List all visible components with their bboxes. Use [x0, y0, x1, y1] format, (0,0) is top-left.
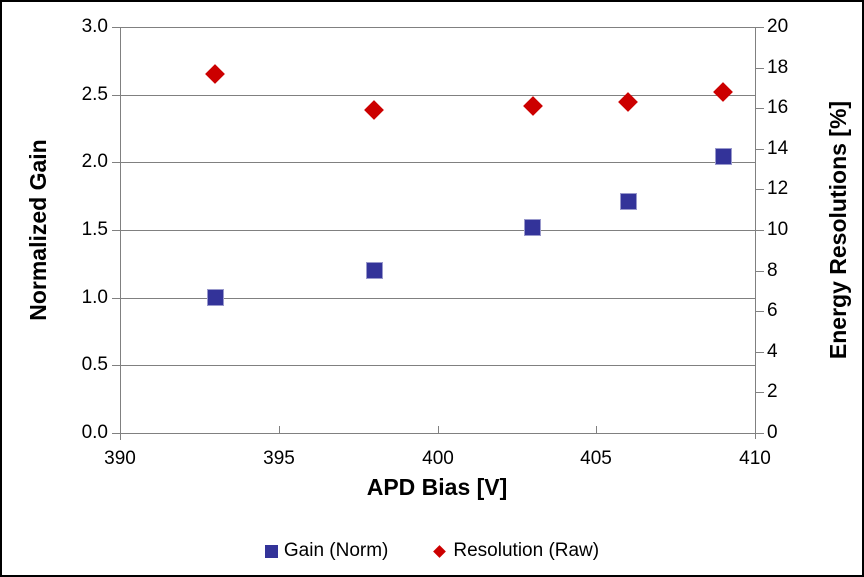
- x-tick: [596, 426, 597, 433]
- legend-label-resolution: Resolution (Raw): [453, 540, 600, 561]
- y-left-tick-label: 2.5: [81, 84, 108, 105]
- y-left-tick-label: 0.5: [81, 354, 108, 375]
- y-left-tick: [112, 433, 120, 434]
- y-right-tick: [756, 392, 764, 393]
- y-left-tick-label: 2.0: [81, 151, 108, 172]
- y-left-tick-label: 1.0: [81, 287, 108, 308]
- y-right-tick: [756, 27, 764, 28]
- data-point-resolution: [713, 82, 734, 102]
- y-right-tick: [756, 271, 764, 272]
- x-axis-title: APD Bias [V]: [366, 474, 508, 500]
- x-axis: [112, 433, 762, 434]
- gridline: [120, 27, 755, 28]
- gridline: [120, 95, 755, 96]
- data-point-gain: [206, 289, 224, 307]
- y-left-tick: [112, 365, 120, 366]
- legend-item-gain: Gain (Norm): [264, 540, 389, 562]
- x-tick: [755, 426, 756, 433]
- y-right-tick: [756, 108, 764, 109]
- y-left-tick: [112, 27, 120, 28]
- y-left-tick-label: 0.0: [81, 422, 108, 443]
- gridline: [120, 162, 755, 163]
- y-right-tick: [756, 433, 764, 434]
- y-right-tick: [756, 149, 764, 150]
- data-point-resolution: [205, 63, 226, 84]
- y-left-tick-label: 3.0: [81, 16, 108, 37]
- gridline: [120, 365, 755, 366]
- y-right-tick-label: 0: [767, 422, 778, 443]
- data-point-gain: [524, 218, 542, 236]
- y-left-tick: [112, 298, 120, 299]
- y-right-tick-label: 8: [767, 260, 778, 281]
- y-left-axis: [120, 27, 121, 440]
- x-tick-label: 405: [580, 448, 612, 469]
- x-tick-label: 390: [104, 448, 136, 469]
- x-tick: [120, 426, 121, 433]
- data-point-gain: [714, 148, 732, 166]
- x-tick: [438, 426, 439, 433]
- y-right-axis: [755, 27, 756, 439]
- resolution-diamond-icon: [433, 544, 447, 558]
- y-left-tick: [112, 162, 120, 163]
- gridline: [120, 298, 755, 299]
- y-right-tick: [756, 311, 764, 312]
- y-left-tick: [112, 95, 120, 96]
- right-axis-title: Energy Resolutions [%]: [825, 100, 851, 360]
- y-right-tick-label: 20: [767, 16, 789, 37]
- legend: Gain (Norm) Resolution (Raw): [2, 538, 862, 564]
- data-point-resolution: [522, 96, 543, 117]
- y-right-tick-label: 10: [767, 219, 789, 240]
- x-tick-label: 400: [422, 448, 454, 469]
- gain-square-icon: [264, 544, 278, 558]
- data-point-gain: [619, 193, 637, 211]
- legend-item-resolution: Resolution (Raw): [432, 540, 599, 562]
- y-right-tick: [756, 189, 764, 190]
- data-point-gain: [365, 262, 383, 280]
- y-right-tick-label: 2: [767, 381, 778, 402]
- y-right-tick: [756, 230, 764, 231]
- y-left-tick: [112, 230, 120, 231]
- gridline: [120, 230, 755, 231]
- data-point-resolution: [364, 100, 384, 121]
- y-right-tick-label: 6: [767, 300, 778, 321]
- y-right-tick-label: 18: [767, 57, 789, 78]
- left-axis-title: Normalized Gain: [25, 139, 51, 321]
- x-tick-label: 395: [263, 448, 295, 469]
- x-tick-label: 410: [739, 448, 771, 469]
- y-right-tick: [756, 352, 764, 353]
- legend-label-gain: Gain (Norm): [283, 540, 389, 561]
- y-right-tick-label: 4: [767, 341, 778, 362]
- y-left-tick-label: 1.5: [81, 219, 108, 240]
- y-right-tick: [756, 68, 764, 69]
- y-right-tick-label: 16: [767, 97, 789, 118]
- y-right-tick-label: 14: [767, 138, 789, 159]
- y-right-tick-label: 12: [767, 178, 789, 199]
- x-tick: [279, 426, 280, 433]
